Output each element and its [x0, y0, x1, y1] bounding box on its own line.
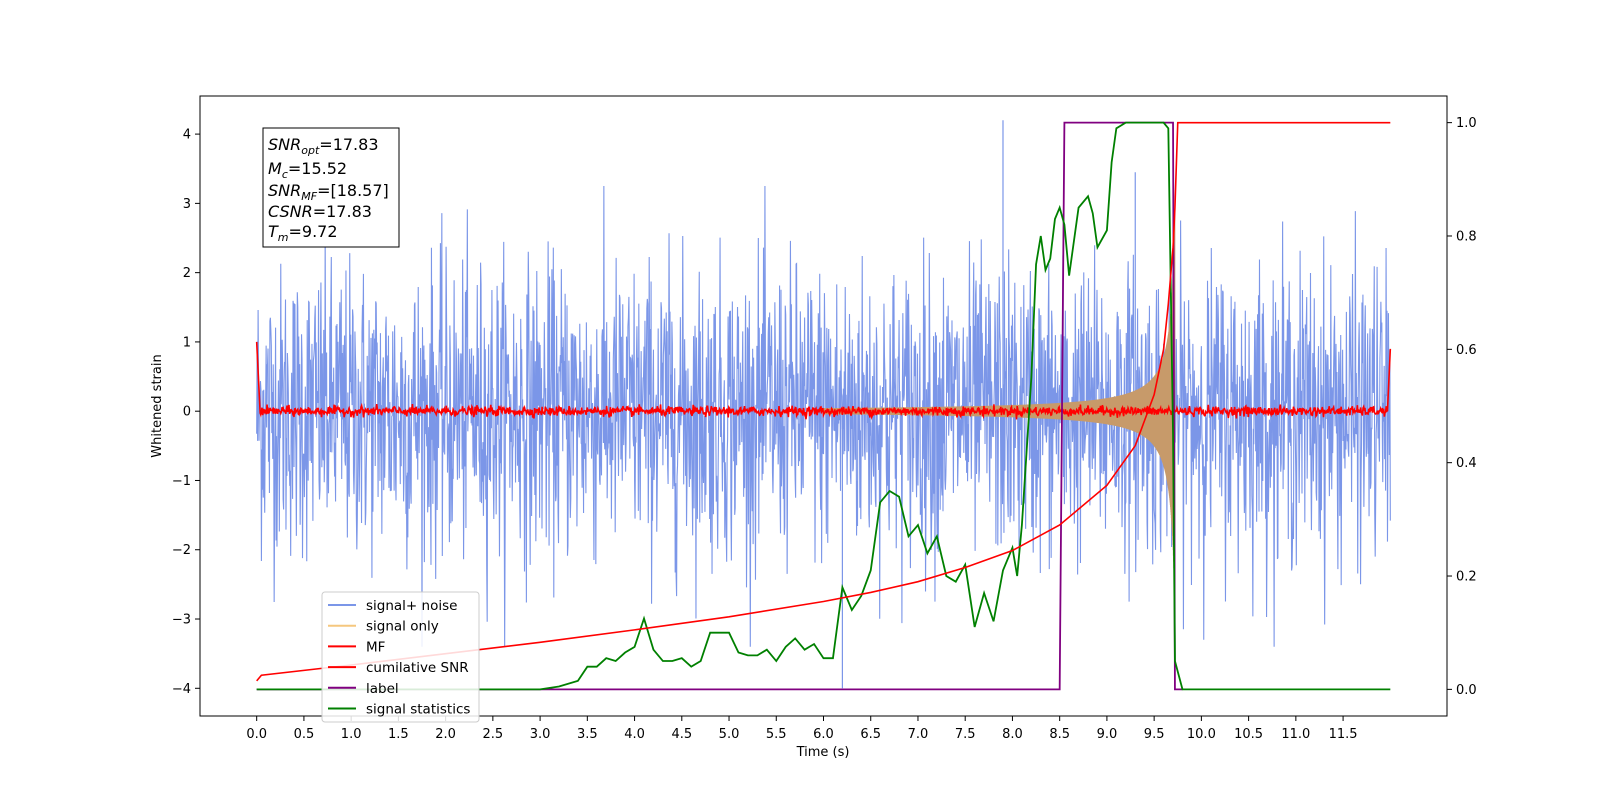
x-tick-label-22: 11.0: [1281, 727, 1310, 742]
y-tick-label-5: 1: [183, 335, 191, 350]
x-tick-label-21: 10.5: [1234, 727, 1263, 742]
x-tick-label-12: 6.0: [813, 727, 834, 742]
y-tick-label-6: 2: [183, 266, 191, 281]
legend-label-5: signal statistics: [366, 702, 470, 718]
x-tick-label-15: 7.5: [955, 727, 976, 742]
y-axis-label: Whitened strain: [150, 354, 165, 457]
x-tick-label-7: 3.5: [577, 727, 598, 742]
x-tick-label-6: 3.0: [530, 727, 551, 742]
series-layer: [255, 120, 1392, 691]
x-tick-label-5: 2.5: [483, 727, 504, 742]
y-tick-label-2: −2: [172, 543, 191, 558]
y-tick-label-4: 0: [183, 405, 191, 420]
y-tick-label-8: 4: [183, 128, 191, 143]
x-tick-label-11: 5.5: [766, 727, 787, 742]
y-tick-label-0: −4: [172, 682, 191, 697]
info-snr-mf: SNRMF=[18.57]: [268, 181, 389, 203]
x-tick-label-18: 9.0: [1097, 727, 1118, 742]
legend-label-4: label: [366, 681, 399, 697]
x-tick-label-4: 2.0: [435, 727, 456, 742]
info-tm: Tm=9.72: [268, 222, 338, 244]
x-tick-label-23: 11.5: [1329, 727, 1358, 742]
axes-layer: 0.0 0.5 1.0 1.5 2.0 2.5 3.0 3.5 4.0 4.5 5.0 5.5 6.0 6…: [172, 116, 1477, 742]
legend-frame: [321, 591, 480, 723]
x-tick-label-1: 0.5: [294, 727, 315, 742]
series-mf: [255, 341, 1392, 420]
y-tick-label-3: −1: [172, 474, 191, 489]
info-box-frame: [262, 127, 400, 248]
info-csnr: CSNR=17.83: [268, 202, 372, 221]
y2-tick-label-4: 0.8: [1456, 229, 1477, 244]
x-tick-label-17: 8.5: [1049, 727, 1070, 742]
x-tick-label-2: 1.0: [341, 727, 362, 742]
y2-tick-label-3: 0.6: [1456, 343, 1477, 358]
legend-label-2: MF: [366, 639, 385, 655]
y2-tick-label-5: 1.0: [1456, 116, 1477, 131]
info-box: SNRopt=17.83 Mc=15.52 SNRMF=[18.57] CSNR…: [262, 127, 400, 248]
y2-tick-label-2: 0.4: [1456, 456, 1477, 471]
y-tick-label-7: 3: [183, 197, 191, 212]
x-tick-label-13: 6.5: [860, 727, 881, 742]
legend: signal+ noise signal only MF cumilative SNR…: [321, 591, 480, 723]
y2-tick-label-0: 0.0: [1456, 683, 1477, 698]
x-tick-label-14: 7.0: [908, 727, 929, 742]
x-tick-label-8: 4.0: [624, 727, 645, 742]
series-cumulative-snr: [256, 121, 1391, 682]
legend-label-0: signal+ noise: [366, 598, 457, 614]
series-label: [256, 121, 1183, 691]
x-tick-label-20: 10.0: [1187, 727, 1216, 742]
legend-label-3: cumilative SNR: [366, 660, 469, 676]
series-signal-statistics: [256, 121, 1391, 691]
x-tick-label-9: 4.5: [671, 727, 692, 742]
x-tick-label-19: 9.5: [1144, 727, 1165, 742]
y-tick-label-1: −3: [172, 613, 191, 628]
y2-tick-label-1: 0.2: [1456, 570, 1477, 585]
info-snr-opt: SNRopt=17.83: [268, 135, 379, 157]
x-tick-label-3: 1.5: [388, 727, 409, 742]
x-tick-label-10: 5.0: [719, 727, 740, 742]
x-axis-label: Time (s): [796, 745, 850, 760]
x-tick-label-0: 0.0: [246, 727, 267, 742]
series-signal-plus-noise: [256, 186, 1391, 647]
x-tick-label-16: 8.0: [1002, 727, 1023, 742]
legend-label-1: signal only: [366, 619, 439, 635]
info-mc: Mc=15.52: [268, 159, 347, 181]
